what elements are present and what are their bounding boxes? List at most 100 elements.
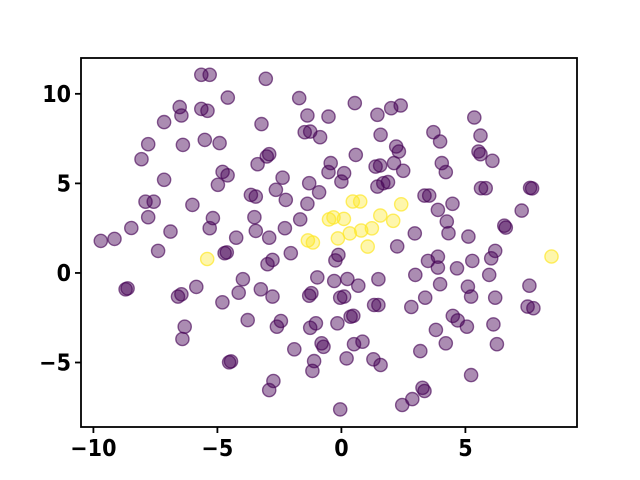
- data-point-cluster-purple: [215, 294, 230, 310]
- data-point-cluster-purple: [323, 155, 339, 171]
- data-point-cluster-purple: [332, 402, 348, 417]
- x-axis-tick-labels: −10 −5 0 5: [70, 436, 472, 462]
- data-point-cluster-yellow: [342, 226, 358, 241]
- data-point-cluster-purple: [278, 192, 294, 208]
- x-tick-label: 5: [458, 436, 472, 462]
- data-point-cluster-purple: [297, 124, 313, 140]
- data-point-cluster-purple: [259, 149, 275, 164]
- data-point-cluster-purple: [373, 127, 388, 143]
- data-point-cluster-purple: [210, 177, 226, 193]
- data-point-cluster-purple: [248, 223, 264, 239]
- data-point-cluster-purple: [473, 128, 488, 143]
- data-point-cluster-purple: [311, 184, 327, 200]
- data-point-cluster-purple: [389, 239, 405, 254]
- data-point-cluster-purple: [188, 279, 204, 295]
- data-point-cluster-yellow: [199, 251, 215, 267]
- data-point-cluster-purple: [463, 289, 479, 304]
- data-point-cluster-yellow: [353, 223, 369, 238]
- data-point-cluster-purple: [498, 220, 514, 235]
- x-tick-label: 0: [334, 436, 348, 462]
- data-point-cluster-purple: [316, 339, 331, 355]
- data-point-cluster-purple: [485, 153, 500, 169]
- data-point-cluster-purple: [220, 167, 235, 183]
- data-point-cluster-purple: [420, 253, 436, 269]
- data-point-cluster-purple: [240, 312, 255, 328]
- data-point-cluster-purple: [292, 212, 308, 227]
- data-point-cluster-purple: [261, 146, 277, 162]
- data-point-cluster-purple: [309, 270, 325, 285]
- data-point-cluster-purple: [120, 281, 135, 296]
- data-point-cluster-purple: [524, 181, 540, 196]
- data-point-cluster-purple: [441, 225, 456, 241]
- data-point-cluster-purple: [185, 197, 200, 213]
- data-point-cluster-purple: [336, 165, 352, 181]
- data-point-cluster-yellow: [385, 213, 401, 229]
- data-point-cluster-purple: [300, 108, 315, 123]
- y-tick-label: −5: [39, 351, 71, 377]
- data-point-cluster-purple: [438, 164, 454, 180]
- data-point-cluster-purple: [522, 278, 537, 294]
- data-point-cluster-purple: [175, 137, 191, 153]
- data-points: [93, 67, 559, 417]
- data-point-cluster-purple: [175, 331, 190, 347]
- data-point-cluster-purple: [526, 300, 541, 316]
- data-point-cluster-purple: [404, 391, 420, 407]
- data-point-cluster-purple: [253, 281, 269, 297]
- data-point-cluster-purple: [370, 179, 385, 194]
- data-point-cluster-purple: [291, 90, 307, 106]
- data-point-cluster-purple: [93, 233, 109, 249]
- data-point-cluster-purple: [464, 253, 480, 269]
- data-point-cluster-yellow: [336, 211, 352, 227]
- y-tick-label: 10: [42, 82, 71, 108]
- data-point-cluster-purple: [301, 175, 317, 191]
- data-point-cluster-purple: [348, 147, 364, 163]
- data-point-cluster-purple: [481, 267, 497, 283]
- data-point-cluster-purple: [174, 286, 189, 302]
- data-point-cluster-purple: [247, 209, 262, 225]
- data-point-cluster-yellow: [544, 249, 559, 264]
- data-point-cluster-purple: [219, 245, 235, 260]
- data-point-cluster-purple: [156, 172, 172, 188]
- data-point-cluster-purple: [412, 343, 428, 359]
- data-point-cluster-purple: [202, 220, 217, 236]
- data-point-cluster-purple: [371, 297, 386, 313]
- data-point-cluster-purple: [261, 382, 277, 398]
- data-point-cluster-purple: [407, 226, 423, 241]
- data-point-cluster-purple: [197, 132, 213, 148]
- y-axis-tick-labels: 10 5 0 −5: [39, 82, 71, 377]
- data-point-cluster-yellow: [393, 196, 409, 212]
- data-point-cluster-purple: [286, 341, 302, 357]
- data-point-cluster-purple: [403, 299, 419, 315]
- data-point-cluster-purple: [174, 108, 189, 123]
- data-point-cluster-purple: [371, 271, 386, 287]
- data-point-cluster-purple: [301, 288, 317, 304]
- data-point-cluster-purple: [265, 289, 280, 304]
- data-point-cluster-purple: [439, 214, 455, 229]
- data-point-cluster-yellow: [360, 239, 376, 254]
- data-point-cluster-purple: [260, 256, 275, 272]
- data-point-cluster-purple: [487, 243, 503, 259]
- data-point-cluster-purple: [461, 229, 476, 244]
- data-point-cluster-purple: [345, 308, 361, 324]
- data-point-cluster-purple: [220, 90, 236, 105]
- data-point-cluster-purple: [321, 164, 336, 180]
- data-point-cluster-purple: [212, 135, 227, 151]
- data-point-cluster-purple: [486, 317, 501, 332]
- data-point-cluster-purple: [430, 260, 446, 275]
- data-point-cluster-purple: [140, 209, 156, 225]
- data-point-cluster-purple: [417, 290, 433, 306]
- data-point-cluster-purple: [336, 289, 352, 304]
- data-point-cluster-purple: [339, 351, 354, 366]
- data-point-cluster-purple: [321, 109, 336, 124]
- data-point-cluster-yellow: [364, 220, 380, 236]
- data-point-cluster-purple: [134, 151, 149, 167]
- data-point-cluster-purple: [266, 373, 281, 389]
- data-point-cluster-purple: [258, 71, 274, 87]
- data-point-cluster-purple: [275, 170, 290, 185]
- data-point-cluster-purple: [434, 155, 450, 171]
- data-point-cluster-yellow: [352, 194, 368, 209]
- data-point-cluster-purple: [473, 146, 488, 162]
- data-point-cluster-purple: [489, 336, 505, 352]
- data-point-cluster-purple: [269, 319, 285, 335]
